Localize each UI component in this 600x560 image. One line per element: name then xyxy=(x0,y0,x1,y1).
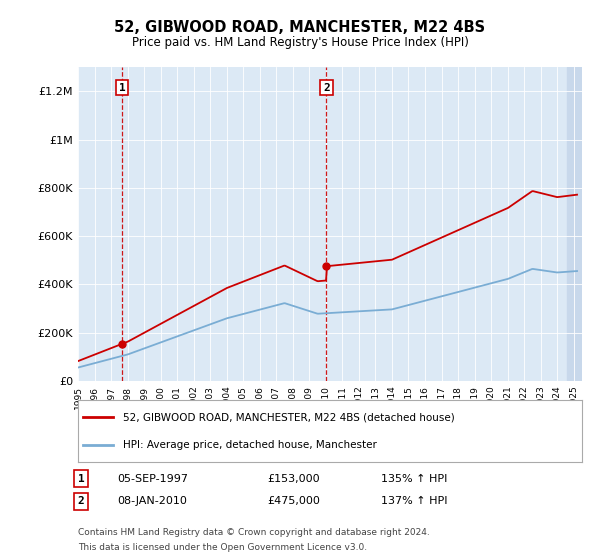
Text: This data is licensed under the Open Government Licence v3.0.: This data is licensed under the Open Gov… xyxy=(78,543,367,552)
Text: 2: 2 xyxy=(323,83,330,93)
Text: Contains HM Land Registry data © Crown copyright and database right 2024.: Contains HM Land Registry data © Crown c… xyxy=(78,528,430,536)
Text: 52, GIBWOOD ROAD, MANCHESTER, M22 4BS (detached house): 52, GIBWOOD ROAD, MANCHESTER, M22 4BS (d… xyxy=(124,412,455,422)
Text: HPI: Average price, detached house, Manchester: HPI: Average price, detached house, Manc… xyxy=(124,440,377,450)
Text: Price paid vs. HM Land Registry's House Price Index (HPI): Price paid vs. HM Land Registry's House … xyxy=(131,36,469,49)
Text: 135% ↑ HPI: 135% ↑ HPI xyxy=(381,474,448,484)
Text: 05-SEP-1997: 05-SEP-1997 xyxy=(117,474,188,484)
Text: 52, GIBWOOD ROAD, MANCHESTER, M22 4BS: 52, GIBWOOD ROAD, MANCHESTER, M22 4BS xyxy=(115,20,485,35)
Text: 1: 1 xyxy=(77,474,85,484)
Text: 137% ↑ HPI: 137% ↑ HPI xyxy=(381,496,448,506)
Text: £475,000: £475,000 xyxy=(267,496,320,506)
Text: 08-JAN-2010: 08-JAN-2010 xyxy=(117,496,187,506)
Text: £153,000: £153,000 xyxy=(267,474,320,484)
Bar xyxy=(567,67,584,381)
Text: 1: 1 xyxy=(119,83,125,93)
Text: 2: 2 xyxy=(77,496,85,506)
